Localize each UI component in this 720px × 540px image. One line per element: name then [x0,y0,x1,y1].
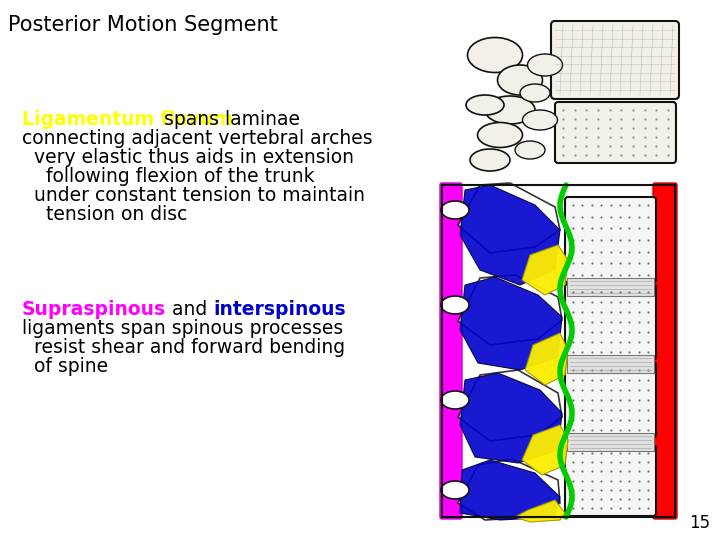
Text: interspinous: interspinous [213,300,346,319]
Text: of spine: of spine [22,357,108,376]
FancyBboxPatch shape [450,15,690,185]
FancyBboxPatch shape [567,433,654,451]
FancyBboxPatch shape [565,284,656,360]
Text: under constant tension to maintain: under constant tension to maintain [22,186,365,205]
Polygon shape [460,373,562,463]
Text: very elastic thus aids in extension: very elastic thus aids in extension [22,148,354,167]
Ellipse shape [485,96,535,124]
FancyBboxPatch shape [440,183,462,519]
Text: Posterior Motion Segment: Posterior Motion Segment [8,15,278,35]
Ellipse shape [523,110,557,130]
FancyBboxPatch shape [565,197,656,283]
FancyBboxPatch shape [567,355,654,373]
Text: following flexion of the trunk: following flexion of the trunk [22,167,315,186]
Text: resist shear and forward bending: resist shear and forward bending [22,338,345,357]
Text: 15: 15 [689,514,710,532]
FancyBboxPatch shape [565,445,656,516]
Ellipse shape [441,201,469,219]
Text: and: and [166,300,213,319]
Polygon shape [525,333,568,385]
Ellipse shape [441,391,469,409]
FancyBboxPatch shape [567,278,654,296]
Ellipse shape [441,481,469,499]
FancyBboxPatch shape [551,21,679,99]
Ellipse shape [515,141,545,159]
FancyBboxPatch shape [555,102,676,163]
Ellipse shape [477,123,523,147]
Polygon shape [458,459,560,520]
Polygon shape [522,245,568,295]
Ellipse shape [441,296,469,314]
Ellipse shape [520,84,550,102]
Text: spans laminae: spans laminae [158,110,300,129]
Polygon shape [460,460,560,520]
Polygon shape [458,275,562,345]
FancyBboxPatch shape [565,362,656,438]
Text: Supraspinous: Supraspinous [22,300,166,319]
Ellipse shape [528,54,562,76]
Polygon shape [458,183,560,253]
Polygon shape [458,370,562,441]
Ellipse shape [470,149,510,171]
FancyBboxPatch shape [653,183,677,519]
Text: connecting adjacent vertebral arches: connecting adjacent vertebral arches [22,129,373,148]
Polygon shape [460,277,562,370]
Polygon shape [460,185,560,285]
Ellipse shape [466,95,504,115]
Text: tension on disc: tension on disc [22,205,187,224]
Polygon shape [515,500,565,522]
Polygon shape [522,425,568,475]
Ellipse shape [467,37,523,72]
Text: ligaments span spinous processes: ligaments span spinous processes [22,319,343,338]
Ellipse shape [498,65,542,95]
Text: Ligamentum flavum: Ligamentum flavum [22,110,233,129]
